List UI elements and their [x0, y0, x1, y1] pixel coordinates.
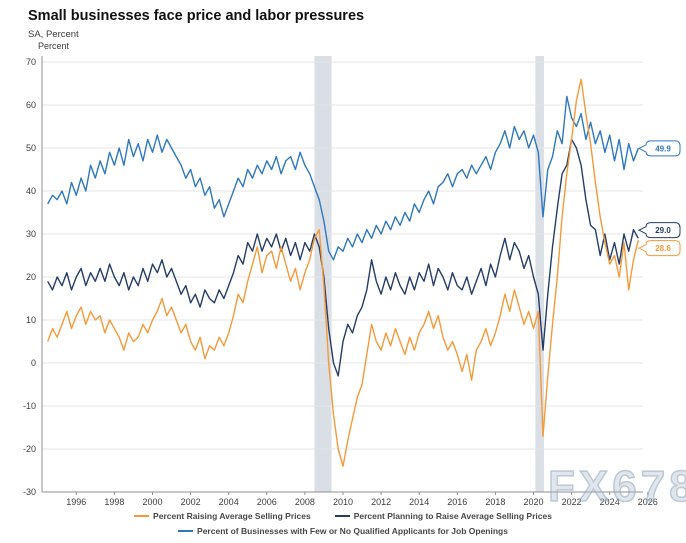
legend-row-1: Percent Raising Average Selling Prices Pe… [0, 508, 686, 523]
y-tick-label: -20 [23, 444, 36, 454]
x-tick-label: 2002 [181, 497, 201, 507]
chart-legend: Percent Raising Average Selling Prices Pe… [0, 508, 686, 538]
y-tick-label: 20 [26, 272, 36, 282]
x-tick-label: 2014 [409, 497, 429, 507]
end-value-label: 29.0 [655, 226, 671, 235]
x-tick-label: 2026 [638, 497, 658, 507]
chart-subtitle: SA, Percent [28, 29, 79, 40]
series-line-2 [47, 95, 639, 261]
series-line-0 [47, 78, 639, 467]
y-tick-label: 60 [26, 100, 36, 110]
y-tick-label: -30 [23, 487, 36, 497]
legend-label: Percent of Businesses with Few or No Qua… [197, 526, 508, 536]
x-tick-label: 2024 [600, 497, 620, 507]
legend-swatch [178, 530, 194, 532]
x-tick-label: 2022 [562, 497, 582, 507]
series-line-1 [47, 138, 639, 377]
page-title: Small businesses face price and labor pr… [28, 8, 365, 24]
legend-swatch [134, 515, 150, 517]
end-value-badge [637, 222, 681, 239]
x-tick-label: 1996 [66, 497, 86, 507]
y-tick-label: 0 [31, 358, 36, 368]
y-tick-label: 10 [26, 315, 36, 325]
y-tick-label: 30 [26, 229, 36, 239]
x-tick-label: 2006 [257, 497, 277, 507]
legend-swatch [334, 515, 350, 517]
x-tick-label: 1998 [104, 497, 124, 507]
x-tick-label: 2012 [371, 497, 391, 507]
y-tick-label: 70 [26, 57, 36, 67]
y-tick-label: 40 [26, 186, 36, 196]
x-tick-label: 2004 [219, 497, 239, 507]
recession-band [535, 56, 544, 492]
end-value-label: 28.6 [655, 244, 671, 253]
end-value-badge [637, 140, 681, 157]
x-tick-label: 2020 [523, 497, 543, 507]
legend-label: Percent Planning to Raise Average Sellin… [353, 511, 552, 521]
y-tick-label: 50 [26, 143, 36, 153]
end-value-label: 49.9 [655, 144, 671, 153]
end-value-badge [637, 240, 681, 257]
x-tick-label: 2010 [333, 497, 353, 507]
legend-item: Percent Planning to Raise Average Sellin… [334, 510, 552, 523]
legend-item: Percent of Businesses with Few or No Qua… [178, 525, 508, 538]
legend-item: Percent Raising Average Selling Prices [134, 510, 311, 523]
x-tick-label: 2000 [142, 497, 162, 507]
x-tick-label: 2018 [485, 497, 505, 507]
x-tick-label: 2008 [295, 497, 315, 507]
y-tick-label: -10 [23, 401, 36, 411]
legend-row-2: Percent of Businesses with Few or No Qua… [0, 523, 686, 538]
legend-label: Percent Raising Average Selling Prices [153, 511, 311, 521]
x-tick-label: 2016 [447, 497, 467, 507]
y-axis-unit-label: Percent [38, 41, 70, 51]
